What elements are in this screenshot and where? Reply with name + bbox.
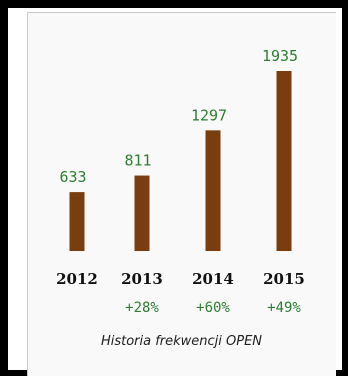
value-label-2014: 1297: [191, 106, 227, 124]
change-label-2015: +49%: [267, 300, 301, 316]
change-label-2014: +60%: [196, 300, 230, 316]
value-label-2015: 1935: [262, 47, 298, 65]
bar-2013: [134, 175, 150, 251]
change-label-2013: +28%: [125, 300, 159, 316]
bar-2012: [69, 192, 85, 251]
value-label-2013: 811: [124, 152, 151, 170]
bar-2015: [276, 71, 292, 251]
chart-caption: Historia frekwencji OPEN: [100, 334, 263, 349]
bar-2014: [205, 130, 221, 251]
value-label-2012: 633: [59, 168, 86, 186]
category-label-2014: 2014: [192, 270, 234, 288]
category-label-2013: 2013: [121, 270, 163, 288]
category-label-2015: 2015: [263, 270, 305, 288]
category-label-2012: 2012: [56, 270, 98, 288]
